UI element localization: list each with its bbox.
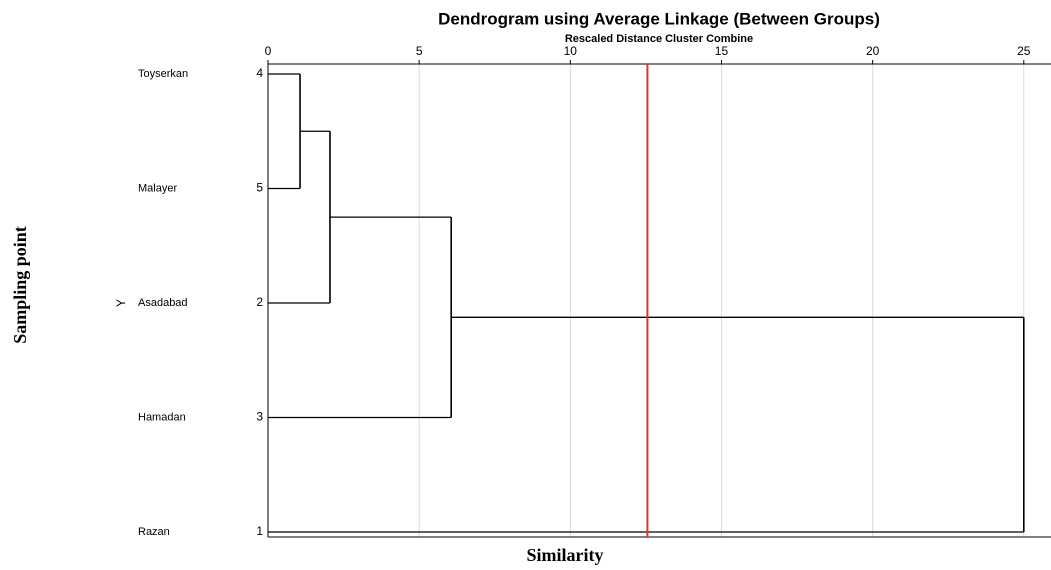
x-axis-label: Similarity xyxy=(527,545,604,565)
leaf-id: 3 xyxy=(256,410,263,424)
leaf-label: Toyserkan xyxy=(138,68,188,80)
leaf-label: Malayer xyxy=(138,182,177,194)
x-tick-label: 25 xyxy=(1017,44,1031,58)
leaf-id: 1 xyxy=(256,524,263,538)
x-tick-label: 0 xyxy=(265,44,272,58)
leaf-label: Razan xyxy=(138,526,170,538)
x-tick-label: 5 xyxy=(416,44,423,58)
x-tick-label: 10 xyxy=(564,44,578,58)
x-tick-label: 15 xyxy=(715,44,729,58)
chart-subtitle: Rescaled Distance Cluster Combine xyxy=(565,33,753,45)
x-tick-label: 20 xyxy=(866,44,880,58)
leaf-id: 4 xyxy=(256,66,263,80)
y-axis-label: Sampling point xyxy=(10,226,30,344)
leaf-label: Hamadan xyxy=(138,411,186,423)
leaf-id: 5 xyxy=(256,181,263,195)
leaf-id: 2 xyxy=(256,295,263,309)
leaf-label: Asadabad xyxy=(138,297,188,309)
y-marker: Y xyxy=(114,299,128,307)
chart-title: Dendrogram using Average Linkage (Betwee… xyxy=(438,9,880,28)
